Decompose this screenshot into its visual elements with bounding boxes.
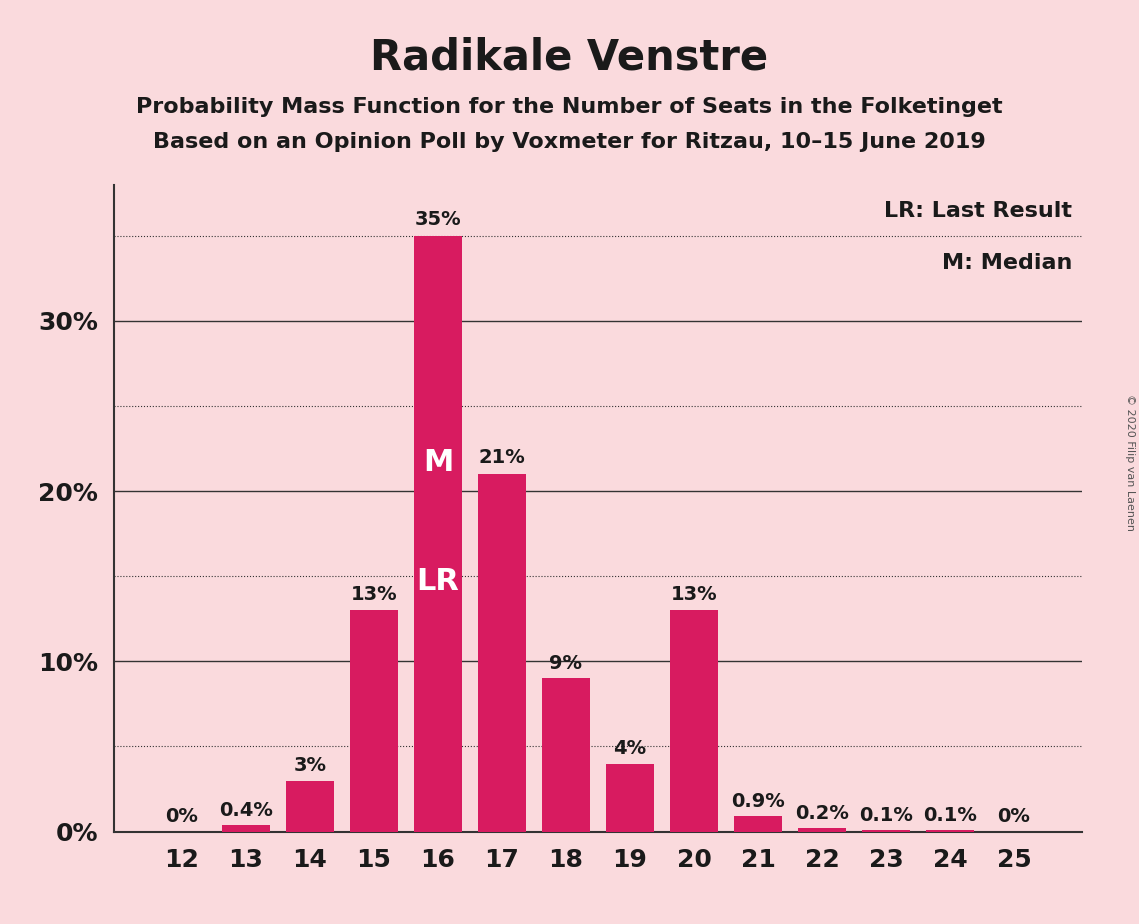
Text: 0.1%: 0.1% xyxy=(923,806,977,825)
Bar xyxy=(734,816,782,832)
Text: Probability Mass Function for the Number of Seats in the Folketinget: Probability Mass Function for the Number… xyxy=(137,97,1002,117)
Bar xyxy=(606,763,654,832)
Text: 13%: 13% xyxy=(351,585,398,603)
Bar xyxy=(670,611,718,832)
Text: © 2020 Filip van Laenen: © 2020 Filip van Laenen xyxy=(1125,394,1134,530)
Bar xyxy=(286,781,334,832)
Text: 4%: 4% xyxy=(614,739,647,759)
Bar xyxy=(862,830,910,832)
Bar xyxy=(478,474,526,832)
Text: 21%: 21% xyxy=(478,448,525,468)
Bar xyxy=(926,830,974,832)
Text: 0.2%: 0.2% xyxy=(795,804,849,823)
Text: 0.1%: 0.1% xyxy=(859,806,913,825)
Text: 35%: 35% xyxy=(415,210,461,229)
Text: M: M xyxy=(423,448,453,477)
Bar xyxy=(222,825,270,832)
Text: 13%: 13% xyxy=(671,585,718,603)
Text: 9%: 9% xyxy=(549,654,582,674)
Text: Radikale Venstre: Radikale Venstre xyxy=(370,37,769,79)
Text: 3%: 3% xyxy=(294,757,327,775)
Bar xyxy=(413,236,462,832)
Bar xyxy=(542,678,590,832)
Text: Based on an Opinion Poll by Voxmeter for Ritzau, 10–15 June 2019: Based on an Opinion Poll by Voxmeter for… xyxy=(153,132,986,152)
Text: 0%: 0% xyxy=(998,808,1031,826)
Bar xyxy=(798,828,846,832)
Text: LR: Last Result: LR: Last Result xyxy=(884,201,1073,221)
Text: 0%: 0% xyxy=(165,808,198,826)
Text: LR: LR xyxy=(417,567,459,596)
Text: 0.4%: 0.4% xyxy=(219,801,273,820)
Text: M: Median: M: Median xyxy=(942,252,1073,273)
Bar xyxy=(350,611,398,832)
Text: 0.9%: 0.9% xyxy=(731,792,785,811)
